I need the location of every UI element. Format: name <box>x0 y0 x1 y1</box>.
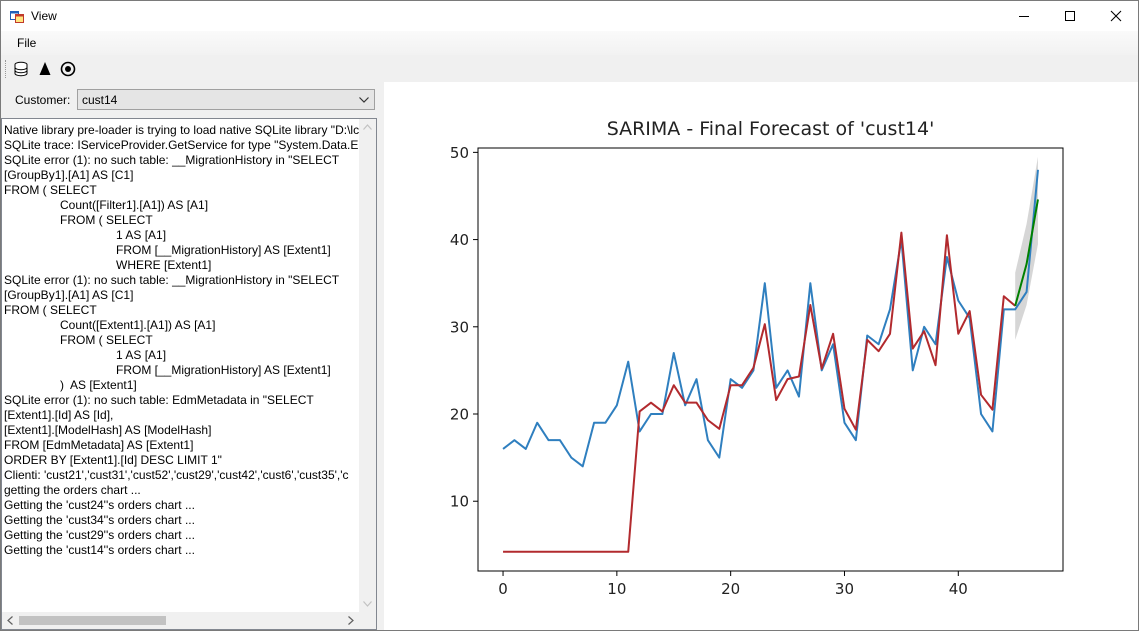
left-panel: Customer: cust14 Native library pre-load… <box>1 82 378 630</box>
window-title: View <box>31 9 57 23</box>
log-line: FROM ( SELECT <box>60 213 153 227</box>
log-lines: Native library pre-loader is trying to l… <box>4 123 360 613</box>
scroll-left-icon[interactable] <box>7 616 13 625</box>
toolbar <box>1 56 1138 82</box>
log-line: [GroupBy1].[A1] AS [C1] <box>4 168 134 182</box>
log-line: FROM [__MigrationHistory] AS [Extent1] <box>116 363 331 377</box>
menu-file[interactable]: File <box>17 36 37 50</box>
log-line: FROM ( SELECT <box>60 333 153 347</box>
chart-title: SARIMA - Final Forecast of 'cust14' <box>607 118 935 140</box>
forecast-confidence-band <box>1015 156 1038 340</box>
forecast-chart: SARIMA - Final Forecast of 'cust14' 0 10 20… <box>450 118 1064 598</box>
horizontal-scroll-thumb[interactable] <box>19 616 166 625</box>
log-line: Getting the 'cust14''s orders chart ... <box>4 543 195 557</box>
forecast-series-line <box>1014 199 1039 307</box>
scroll-right-icon[interactable] <box>348 616 354 625</box>
close-button[interactable] <box>1093 1 1138 31</box>
x-tick-label: 40 <box>949 580 968 598</box>
app-icon <box>10 11 24 23</box>
log-line: WHERE [Extent1] <box>116 258 212 272</box>
menu-bar: File <box>1 31 1138 55</box>
actual-series-line <box>502 169 1039 468</box>
horizontal-scrollbar[interactable] <box>2 612 359 629</box>
customer-select-value: cust14 <box>82 93 118 107</box>
log-line: Native library pre-loader is trying to l… <box>4 123 360 137</box>
close-icon <box>1110 10 1122 22</box>
scroll-down-icon[interactable] <box>363 601 372 607</box>
log-line: FROM ( SELECT <box>4 183 97 197</box>
log-line: Getting the 'cust29''s orders chart ... <box>4 528 195 542</box>
minimize-icon <box>1019 16 1029 17</box>
title-bar: View <box>1 1 1138 31</box>
log-line: SQLite error (1): no such table: __Migra… <box>4 273 340 287</box>
y-tick-label: 20 <box>450 406 469 424</box>
log-line: SQLite error (1): no such table: __Migra… <box>4 153 340 167</box>
maximize-icon <box>1065 11 1075 21</box>
x-tick-label: 10 <box>607 580 626 598</box>
radio-target-icon <box>60 61 76 77</box>
log-line: 1 AS [A1] <box>116 348 167 362</box>
y-tick-label: 40 <box>450 231 469 249</box>
scroll-up-icon[interactable] <box>363 124 372 130</box>
x-tick-label: 0 <box>498 580 508 598</box>
log-line: SQLite trace: IServiceProvider.GetServic… <box>4 138 360 152</box>
triangle-button[interactable] <box>35 59 55 79</box>
y-tick-label: 30 <box>450 318 469 336</box>
database-icon <box>14 61 28 77</box>
log-line: 1 AS [A1] <box>116 228 167 242</box>
log-textbox[interactable]: Native library pre-loader is trying to l… <box>1 118 377 630</box>
log-line: Clienti: 'cust21','cust31','cust52','cus… <box>4 468 349 482</box>
log-line: [GroupBy1].[A1] AS [C1] <box>4 288 134 302</box>
chevron-down-icon[interactable] <box>357 92 371 108</box>
maximize-button[interactable] <box>1047 1 1093 31</box>
log-line: Count([Filter1].[A1]) AS [A1] <box>60 198 209 212</box>
toolbar-grip[interactable] <box>5 60 8 78</box>
log-line: ORDER BY [Extent1].[Id] DESC LIMIT 1" <box>4 453 222 467</box>
log-line: Count([Extent1].[A1]) AS [A1] <box>60 318 216 332</box>
y-tick-label: 50 <box>450 144 469 162</box>
customer-select[interactable]: cust14 <box>77 89 375 110</box>
x-tick-label: 30 <box>835 580 854 598</box>
log-line: Getting the 'cust34''s orders chart ... <box>4 513 195 527</box>
log-line: [Extent1].[ModelHash] AS [ModelHash] <box>4 423 212 437</box>
vertical-scrollbar[interactable] <box>359 119 376 612</box>
minimize-button[interactable] <box>1001 1 1047 31</box>
forecast-chart-area: SARIMA - Final Forecast of 'cust14' 0 10 20… <box>384 82 1138 630</box>
log-line: Getting the 'cust24''s orders chart ... <box>4 498 195 512</box>
fitted-series-line <box>503 231 1016 553</box>
scrollbar-corner <box>359 612 376 629</box>
log-line: getting the orders chart ... <box>4 483 141 497</box>
log-line: FROM ( SELECT <box>4 303 97 317</box>
target-button[interactable] <box>58 59 78 79</box>
database-button[interactable] <box>11 59 31 79</box>
log-line: FROM [EdmMetadata] AS [Extent1] <box>4 438 194 452</box>
x-tick-label: 20 <box>721 580 740 598</box>
log-line: ) AS [Extent1] <box>60 378 137 392</box>
plot-frame <box>477 147 1064 572</box>
log-line: SQLite error (1): no such table: EdmMeta… <box>4 393 314 407</box>
log-line: [Extent1].[Id] AS [Id], <box>4 408 114 422</box>
log-line: FROM [__MigrationHistory] AS [Extent1] <box>116 243 331 257</box>
y-tick-label: 10 <box>450 493 469 511</box>
triangle-icon <box>39 62 51 75</box>
customer-label: Customer: <box>15 93 71 107</box>
